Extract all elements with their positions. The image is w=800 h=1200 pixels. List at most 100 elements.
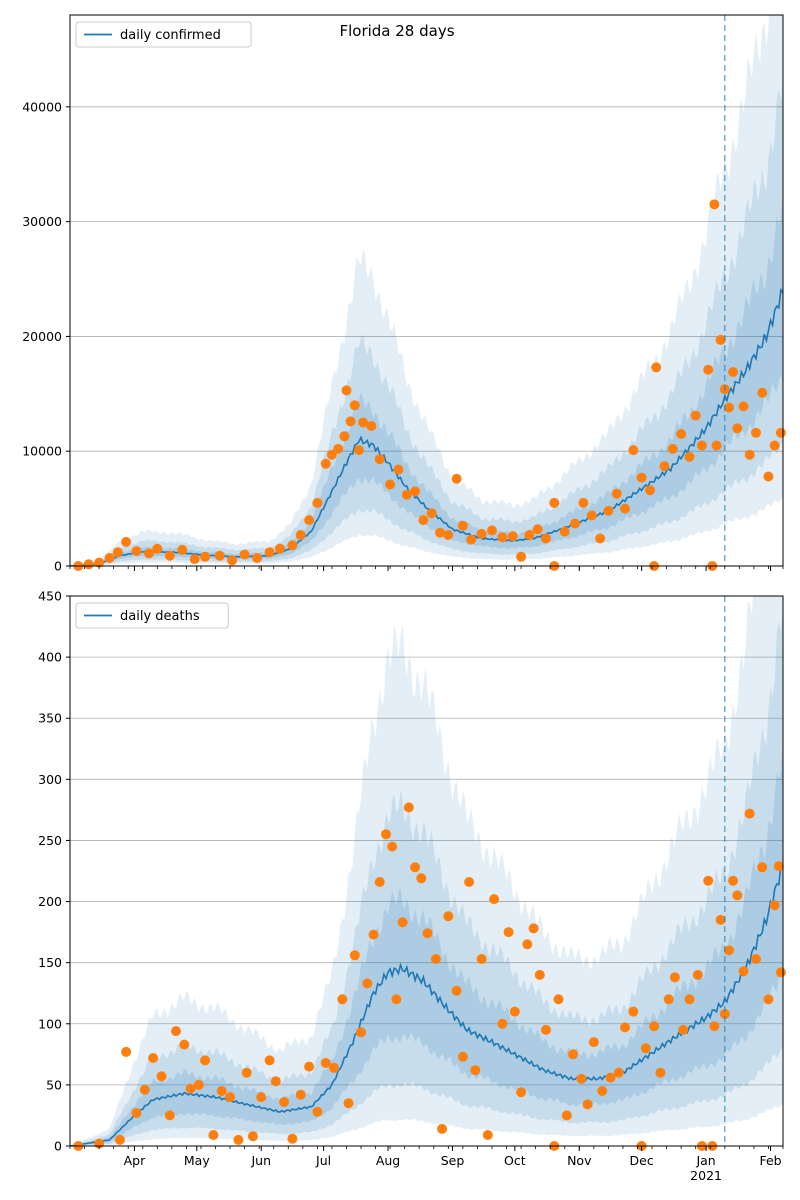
observed-point (239, 549, 250, 560)
x-tick-label: Jul (315, 1153, 331, 1168)
observed-point (443, 530, 454, 540)
observed-point (356, 1027, 366, 1038)
observed-point (711, 440, 722, 451)
observed-point (121, 1046, 132, 1057)
observed-point (410, 486, 421, 497)
observed-point (659, 461, 670, 472)
observed-point (595, 533, 606, 544)
observed-point (457, 1051, 468, 1062)
observed-point (669, 972, 680, 983)
observed-point (561, 1110, 572, 1121)
observed-point (104, 553, 115, 563)
observed-point (684, 451, 695, 462)
observed-point (83, 559, 94, 570)
observed-point (715, 334, 726, 345)
deaths-panel: 0 50 100 150 200 250 300 350 400 450 Apr May Jun Jul A… (38, 589, 786, 1183)
observed-point (393, 464, 404, 475)
observed-point (156, 1071, 167, 1082)
y-tick-label: 350 (38, 711, 62, 726)
uncertainty-band-1 (70, 74, 783, 566)
observed-point (649, 1021, 660, 1032)
observed-point (690, 410, 701, 421)
observed-point (570, 518, 581, 529)
legend-box (75, 602, 229, 629)
observed-point (605, 1072, 616, 1083)
observed-point (541, 1024, 551, 1035)
observed-point (329, 1062, 339, 1073)
observed-point (696, 440, 707, 451)
observed-point (503, 927, 514, 938)
observed-point (216, 1086, 227, 1096)
x-tick-label: Sep (441, 1153, 465, 1168)
observed-point (709, 199, 720, 210)
legend-label: daily confirmed (120, 28, 221, 43)
observed-point (312, 497, 323, 508)
observed-point (131, 1108, 142, 1118)
observed-point (628, 445, 639, 456)
observed-point (345, 416, 356, 427)
uncertainty-bands (70, 15, 783, 566)
observed-point (451, 985, 462, 996)
observed-point (457, 520, 468, 531)
observed-point (464, 877, 475, 887)
legend-box (75, 21, 252, 48)
observed-point (435, 527, 445, 538)
legend: daily deaths (75, 602, 229, 629)
observed-point (516, 551, 527, 562)
observed-point (663, 994, 674, 1005)
observed-point (576, 1073, 587, 1084)
observed-point (312, 1106, 323, 1117)
observed-point (645, 485, 655, 496)
observed-point (443, 911, 454, 922)
observed-points (73, 199, 786, 571)
observed-point (121, 536, 132, 547)
observed-point (692, 969, 703, 980)
confirmed-panel: 0 10000 20000 30000 40000 daily confirmed (22, 14, 786, 574)
observed-point (144, 548, 154, 559)
observed-point (279, 1097, 290, 1107)
y-tick-label: 50 (46, 1077, 62, 1092)
observed-point (744, 808, 755, 819)
observed-point (709, 1021, 720, 1032)
observed-point (578, 497, 589, 508)
observed-point (264, 1055, 275, 1066)
observed-point (295, 1089, 306, 1100)
y-tick-label: 30000 (22, 214, 62, 229)
observed-point (333, 443, 344, 454)
observed-point (430, 954, 441, 964)
observed-point (738, 401, 749, 412)
observed-point (252, 553, 263, 563)
observed-point (233, 1134, 244, 1145)
observed-point (470, 1065, 481, 1076)
observed-point (214, 550, 225, 561)
observed-point (744, 449, 755, 460)
observed-point (732, 423, 743, 434)
observed-point (341, 385, 352, 396)
observed-point (732, 890, 743, 901)
observed-point (391, 994, 402, 1005)
axes-frame (69, 595, 784, 1147)
observed-point (381, 829, 391, 840)
observed-point (270, 1076, 281, 1087)
y-tick-label: 450 (38, 589, 62, 604)
observed-point (703, 875, 714, 886)
observed-point (757, 387, 768, 398)
observed-point (466, 534, 477, 545)
uncertainty-band-2 (70, 736, 783, 1146)
observed-point (397, 917, 408, 928)
observed-point (339, 431, 350, 442)
observed-point (208, 1130, 219, 1140)
observed-point (738, 966, 749, 977)
observed-point (179, 1039, 190, 1050)
x-tick-label: Aug (376, 1153, 400, 1168)
observed-point (703, 364, 714, 375)
observed-point (362, 978, 373, 989)
observed-point (715, 914, 726, 925)
observed-point (131, 546, 142, 557)
observed-point (497, 532, 508, 543)
observed-point (676, 429, 687, 439)
observed-point (200, 1055, 211, 1066)
observed-point (247, 1131, 258, 1142)
observed-point (769, 440, 780, 451)
observed-point (620, 503, 630, 514)
